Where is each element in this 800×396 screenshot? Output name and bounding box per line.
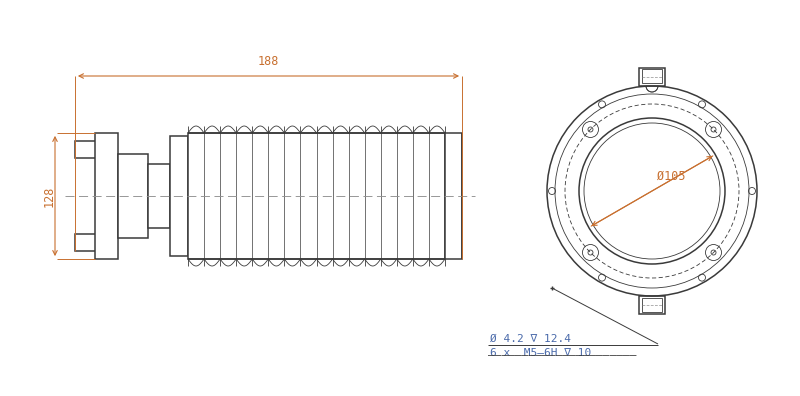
Bar — [445, 133, 462, 259]
Bar — [170, 136, 188, 256]
Bar — [95, 133, 118, 259]
Text: Ø105: Ø105 — [657, 169, 686, 183]
Bar — [188, 133, 445, 259]
Bar — [75, 234, 97, 251]
Bar — [148, 164, 170, 228]
Bar — [639, 296, 665, 314]
Text: 188: 188 — [258, 55, 279, 68]
Bar — [642, 298, 662, 312]
Bar — [642, 69, 662, 83]
Text: 6 x  M5–6H ∇ 10: 6 x M5–6H ∇ 10 — [490, 348, 591, 358]
Bar — [75, 141, 97, 158]
Text: Ø 4.2 ∇ 12.4: Ø 4.2 ∇ 12.4 — [490, 334, 571, 344]
Bar — [639, 68, 665, 86]
Text: 128: 128 — [42, 185, 55, 207]
Text: ______________________: ______________________ — [488, 346, 637, 356]
Bar — [118, 154, 148, 238]
